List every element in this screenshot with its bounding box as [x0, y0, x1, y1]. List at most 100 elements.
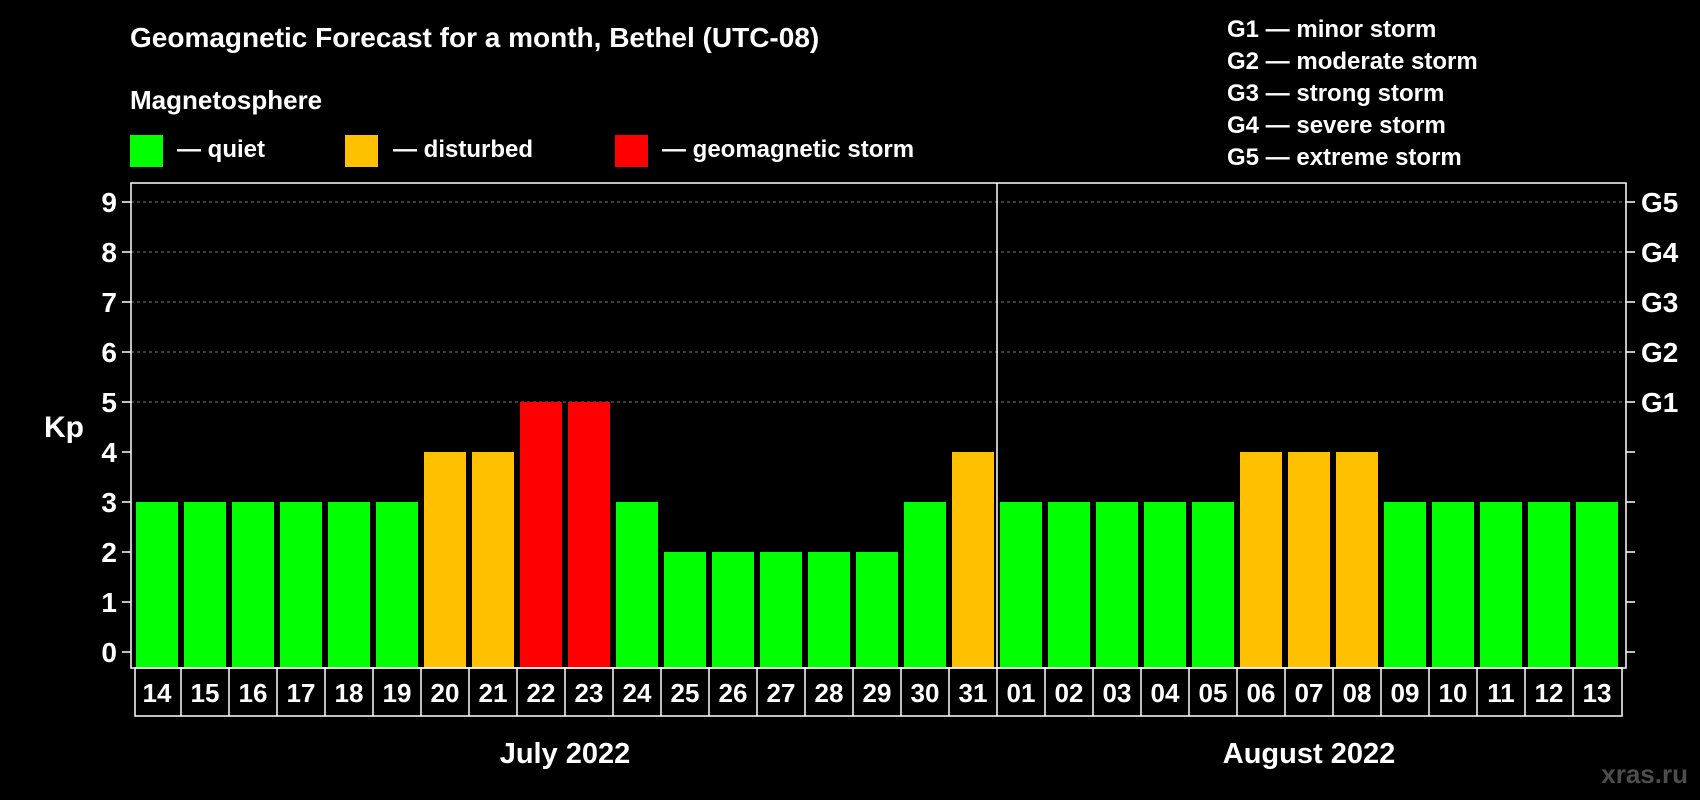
storm-scale-g4: G4 — severe storm	[1227, 112, 1446, 139]
bar	[1432, 502, 1474, 668]
legend-title: Magnetosphere	[130, 85, 322, 115]
g-scale-tick-label: G1	[1641, 387, 1678, 418]
x-tick-label: 10	[1439, 678, 1468, 708]
bar	[1048, 502, 1090, 668]
legend-swatch-quiet	[130, 135, 163, 167]
x-tick-label: 03	[1103, 678, 1132, 708]
legend: — quiet — disturbed — geomagnetic storm	[130, 135, 914, 167]
bar	[568, 402, 610, 668]
bar	[184, 502, 226, 668]
y-tick-label: 8	[101, 237, 117, 268]
bar	[1000, 502, 1042, 668]
legend-swatch-disturbed	[345, 135, 378, 167]
x-tick-label: 25	[671, 678, 700, 708]
storm-scale-g1: G1 — minor storm	[1227, 16, 1436, 43]
bar	[616, 502, 658, 668]
x-tick-label: 08	[1343, 678, 1372, 708]
x-tick-label: 30	[911, 678, 940, 708]
y-tick-label: 4	[101, 437, 117, 468]
x-tick-label: 23	[575, 678, 604, 708]
month-label: July 2022	[500, 738, 631, 770]
bar	[712, 552, 754, 668]
x-tick-label: 05	[1199, 678, 1228, 708]
bar	[1384, 502, 1426, 668]
x-tick-label: 11	[1487, 678, 1515, 708]
bar	[760, 552, 802, 668]
bar	[1144, 502, 1186, 668]
x-tick-label: 16	[239, 678, 268, 708]
y-tick-label: 0	[101, 637, 117, 668]
watermark: xras.ru	[1601, 759, 1688, 789]
bar	[1192, 502, 1234, 668]
x-tick-label: 12	[1535, 678, 1564, 708]
chart-title: Geomagnetic Forecast for a month, Bethel…	[130, 22, 819, 53]
bar	[952, 452, 994, 668]
x-tick-label: 02	[1055, 678, 1084, 708]
bar	[808, 552, 850, 668]
x-tick-label: 22	[527, 678, 556, 708]
bar	[1576, 502, 1618, 668]
x-tick-label: 14	[143, 678, 172, 708]
x-tick-label: 28	[815, 678, 844, 708]
y-axis-label: Kp	[44, 411, 84, 444]
x-tick-label: 31	[959, 678, 988, 708]
date-box-frame	[134, 667, 1623, 717]
g-scale-tick-label: G4	[1641, 237, 1679, 268]
bar	[520, 402, 562, 668]
x-tick-label: 29	[863, 678, 892, 708]
storm-scale-legend: G1 — minor storm G2 — moderate storm G3 …	[1227, 16, 1478, 171]
storm-scale-g2: G2 — moderate storm	[1227, 48, 1478, 75]
x-tick-label: 26	[719, 678, 748, 708]
storm-scale-g3: G3 — strong storm	[1227, 80, 1444, 107]
x-tick-label: 09	[1391, 678, 1420, 708]
month-label: August 2022	[1223, 738, 1395, 770]
x-tick-label: 19	[383, 678, 412, 708]
x-tick-label: 20	[431, 678, 460, 708]
x-tick-label: 15	[191, 678, 220, 708]
x-axis-date-boxes: 14 15 16 17 18 19 20 21 22 23 24 25 26 27 28 29 30 31 01 02…	[134, 667, 1623, 770]
bar	[1528, 502, 1570, 668]
y-tick-label: 3	[101, 487, 117, 518]
x-tick-label: 27	[767, 678, 796, 708]
legend-swatch-storm	[615, 135, 648, 167]
bar	[472, 452, 514, 668]
bar	[1480, 502, 1522, 668]
bar	[1336, 452, 1378, 668]
x-tick-label: 06	[1247, 678, 1276, 708]
y-tick-label: 2	[101, 537, 117, 568]
y-tick-label: 1	[101, 587, 117, 618]
bar	[664, 552, 706, 668]
x-tick-label: 13	[1583, 678, 1612, 708]
legend-label-disturbed: — disturbed	[393, 136, 533, 163]
x-tick-label: 24	[623, 678, 652, 708]
bar	[1288, 452, 1330, 668]
bar	[280, 502, 322, 668]
x-tick-label: 04	[1151, 678, 1180, 708]
gridlines	[131, 201, 1626, 403]
bar	[376, 502, 418, 668]
y-tick-label: 6	[101, 337, 117, 368]
bar	[136, 502, 178, 668]
storm-scale-g5: G5 — extreme storm	[1227, 144, 1462, 171]
x-tick-label: 17	[287, 678, 316, 708]
x-tick-label: 01	[1007, 678, 1036, 708]
x-tick-label: 21	[479, 678, 508, 708]
bar	[232, 502, 274, 668]
g-scale-tick-label: G3	[1641, 287, 1678, 318]
bar	[424, 452, 466, 668]
legend-label-storm: — geomagnetic storm	[662, 136, 914, 163]
bars	[136, 402, 1618, 668]
x-tick-label: 07	[1295, 678, 1324, 708]
y-tick-label: 9	[101, 187, 117, 218]
legend-label-quiet: — quiet	[177, 136, 265, 163]
bar	[1240, 452, 1282, 668]
bar	[1096, 502, 1138, 668]
g-scale-tick-label: G5	[1641, 187, 1678, 218]
y-tick-label: 5	[101, 387, 117, 418]
bar	[856, 552, 898, 668]
bar	[904, 502, 946, 668]
x-tick-label: 18	[335, 678, 364, 708]
bar	[328, 502, 370, 668]
g-scale-tick-label: G2	[1641, 337, 1678, 368]
